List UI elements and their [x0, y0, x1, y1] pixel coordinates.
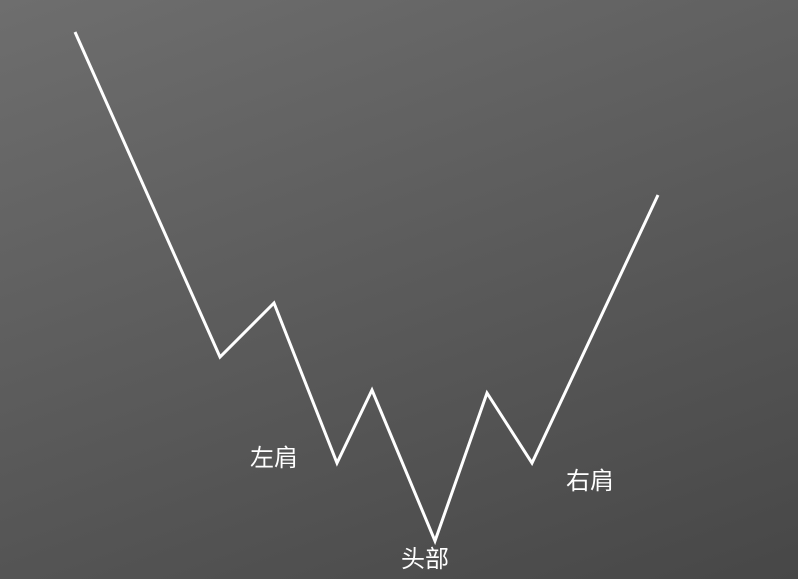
- head-label: 头部: [401, 545, 449, 573]
- price-path-line: [73, 31, 660, 546]
- left-shoulder-label: 左肩: [250, 444, 298, 472]
- right-shoulder-label: 右肩: [566, 467, 614, 495]
